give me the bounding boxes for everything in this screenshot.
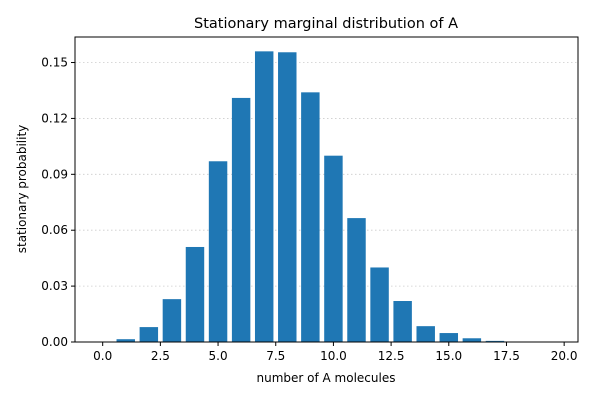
bar bbox=[324, 155, 343, 342]
x-tick-label: 2.5 bbox=[151, 349, 170, 363]
bar bbox=[278, 52, 297, 342]
x-tick-label: 15.0 bbox=[435, 349, 462, 363]
x-tick-label: 5.0 bbox=[209, 349, 228, 363]
y-tick-label: 0.15 bbox=[41, 56, 68, 70]
y-tick-label: 0.03 bbox=[41, 279, 68, 293]
y-tick-label: 0.00 bbox=[41, 335, 68, 349]
x-tick-label: 12.5 bbox=[378, 349, 405, 363]
x-tick-label: 17.5 bbox=[493, 349, 520, 363]
bar bbox=[185, 246, 205, 342]
x-axis-label: number of A molecules bbox=[257, 371, 396, 385]
bars bbox=[93, 51, 551, 342]
x-tick-label: 10.0 bbox=[320, 349, 347, 363]
bar bbox=[116, 339, 135, 342]
bar bbox=[231, 97, 251, 342]
bar bbox=[254, 51, 274, 342]
bar bbox=[139, 327, 159, 342]
x-tick-label: 0.0 bbox=[93, 349, 112, 363]
chart-title: Stationary marginal distribution of A bbox=[194, 16, 458, 32]
x-axis-ticks: 0.0 2.5 5.0 7.5 10.0 12.5 15.0 17.5 20.0 bbox=[93, 342, 578, 363]
bar bbox=[439, 333, 459, 342]
y-tick-label: 0.09 bbox=[41, 167, 68, 181]
x-tick-label: 7.5 bbox=[266, 349, 285, 363]
plot-frame bbox=[74, 36, 579, 343]
bar bbox=[393, 301, 412, 342]
y-axis-ticks: 0.00 0.03 0.06 0.09 0.12 0.15 bbox=[41, 56, 75, 349]
bar bbox=[416, 326, 435, 342]
y-tick-label: 0.12 bbox=[41, 111, 68, 125]
x-tick-label: 20.0 bbox=[551, 349, 578, 363]
bar bbox=[347, 218, 366, 342]
bar bbox=[162, 299, 182, 342]
bar bbox=[301, 92, 320, 342]
y-axis-label: stationary probability bbox=[15, 125, 29, 254]
y-tick-label: 0.06 bbox=[41, 223, 68, 237]
bar bbox=[462, 338, 482, 342]
bar bbox=[485, 340, 505, 342]
bar bbox=[370, 267, 389, 342]
bar bbox=[208, 161, 228, 342]
